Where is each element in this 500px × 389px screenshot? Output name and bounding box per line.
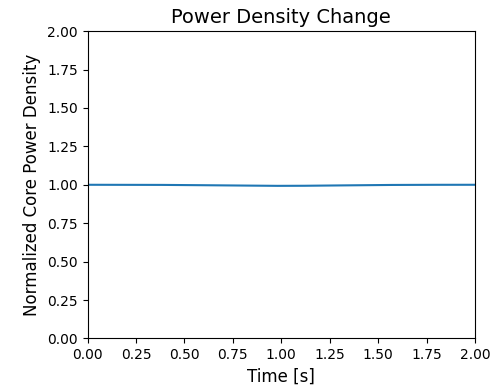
X-axis label: Time [s]: Time [s] bbox=[248, 368, 315, 386]
Y-axis label: Normalized Core Power Density: Normalized Core Power Density bbox=[24, 54, 42, 316]
Title: Power Density Change: Power Density Change bbox=[172, 8, 391, 27]
